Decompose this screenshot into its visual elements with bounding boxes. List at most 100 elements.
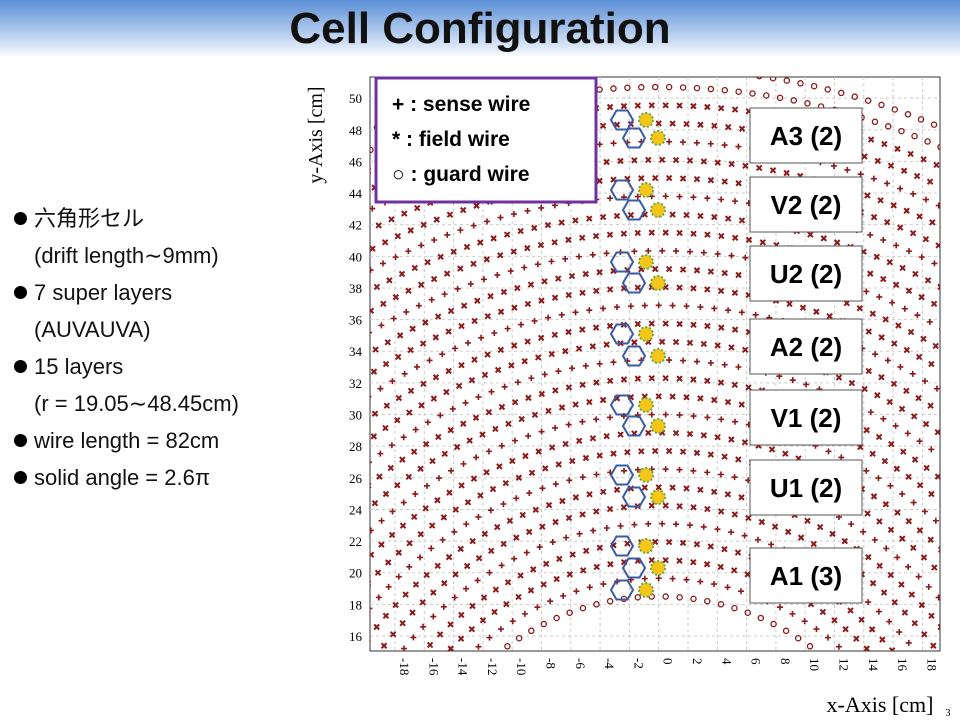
field-wire [410, 448, 418, 455]
field-wire [932, 342, 939, 350]
field-wire [707, 543, 714, 550]
field-wire [624, 449, 631, 456]
sense-wire [414, 363, 421, 370]
field-wire [370, 551, 375, 558]
sense-wire [484, 218, 491, 225]
field-wire [721, 178, 728, 185]
x-tick-label: 14 [866, 658, 881, 672]
sense-wire [904, 430, 911, 437]
guard-wire [937, 143, 940, 151]
sense-wire [724, 584, 731, 591]
sense-wire [718, 196, 725, 203]
field-wire [447, 426, 454, 434]
sense-wire [921, 508, 928, 515]
x-tick-label: 0 [661, 658, 676, 665]
field-wire [924, 277, 932, 284]
sense-wire [452, 345, 459, 352]
field-wire [934, 428, 940, 436]
sense-wire [686, 248, 693, 255]
field-wire [887, 571, 894, 579]
field-wire [877, 197, 884, 204]
sense-wire [451, 594, 458, 601]
layer-label: A3 (2) [770, 121, 842, 151]
field-wire [548, 350, 555, 358]
guard-wire [731, 604, 738, 612]
cell-hexagon [609, 323, 635, 345]
field-wire [420, 380, 427, 388]
field-wire [909, 230, 917, 237]
guard-wire [693, 84, 701, 92]
field-wire [874, 392, 881, 399]
field-wire [350, 299, 355, 304]
field-wire [432, 334, 439, 341]
field-wire [492, 425, 499, 433]
sense-wire [593, 471, 600, 478]
sense-wire [511, 437, 518, 444]
field-wire [897, 224, 904, 231]
field-wire [697, 212, 704, 220]
field-wire [693, 176, 701, 183]
field-wire [704, 505, 711, 513]
sense-wire [545, 314, 552, 321]
sense-wire [731, 198, 738, 205]
field-wire [905, 473, 912, 480]
guard-wire [806, 643, 814, 650]
field-wire [417, 530, 424, 538]
sense-wire [676, 466, 683, 473]
sense-wire [631, 248, 638, 255]
y-tick-label: 24 [349, 502, 363, 517]
sense-wire [801, 618, 808, 625]
sense-wire [511, 555, 518, 562]
cell-hexagon [621, 272, 647, 294]
field-wire [819, 608, 827, 616]
field-wire [446, 489, 453, 496]
layer-box [749, 389, 863, 446]
sense-wire [526, 490, 533, 497]
field-wire [676, 229, 683, 237]
field-wire [662, 102, 669, 109]
field-wire [734, 549, 742, 556]
field-wire [579, 381, 586, 388]
sense-wire [518, 321, 525, 328]
field-wire [745, 236, 753, 244]
y-tick-label: 16 [349, 629, 363, 644]
field-wire [937, 623, 940, 631]
x-tick-label: -8 [544, 658, 559, 669]
guard-wire [797, 80, 804, 87]
sense-wire [875, 475, 882, 482]
sense-wire [586, 584, 593, 591]
sense-wire [390, 315, 397, 322]
field-wire [542, 560, 550, 568]
field-wire [351, 236, 356, 241]
field-wire [606, 377, 614, 385]
sense-wire [880, 237, 887, 244]
field-wire [804, 517, 811, 525]
sense-wire [444, 231, 451, 238]
field-wire [728, 436, 735, 443]
sense-wire [534, 604, 541, 611]
sense-wire [475, 513, 482, 520]
field-wire [683, 485, 690, 492]
guard-wire [618, 67, 623, 72]
field-wire [525, 394, 532, 402]
x-tick-label: -6 [573, 658, 588, 669]
cell-hexagon [609, 535, 635, 557]
field-wire [679, 175, 687, 182]
sense-wire [498, 562, 505, 569]
field-wire [690, 504, 697, 511]
field-wire [731, 567, 738, 574]
field-wire [599, 396, 607, 404]
field-wire [915, 394, 922, 402]
field-wire [606, 231, 614, 238]
field-wire [631, 157, 638, 164]
field-wire [375, 222, 382, 229]
field-wire [411, 513, 418, 521]
field-wire [895, 322, 902, 329]
field-wire [582, 454, 590, 462]
field-wire [916, 527, 924, 534]
sense-wire [389, 508, 396, 515]
guard-wire [687, 67, 692, 72]
sense-wire [524, 207, 531, 214]
sense-wire [573, 588, 580, 595]
field-wire [907, 150, 914, 158]
